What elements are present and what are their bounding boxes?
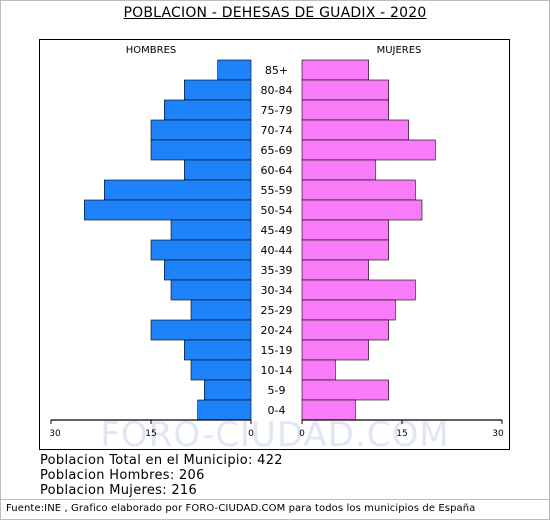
bar-hombres-0-4 <box>197 399 252 421</box>
population-pyramid: FORO-CIUDAD.COM HOMBRES MUJERES 85+ 80-84 75-… <box>49 45 504 449</box>
age-label-70-74: 70-74 <box>261 124 293 137</box>
age-label-35-39: 35-39 <box>261 264 293 277</box>
tick-label-hombres-0: 0 <box>248 429 254 439</box>
bar-hombres-85+ <box>217 59 252 81</box>
bar-hombres-15-19 <box>184 339 252 361</box>
bar-hombres-50-54 <box>84 199 252 221</box>
bar-mujeres-45-49 <box>301 219 389 241</box>
bar-mujeres-30-34 <box>301 279 416 301</box>
bar-hombres-80-84 <box>184 79 252 101</box>
age-label-30-34: 30-34 <box>261 284 293 297</box>
bar-mujeres-60-64 <box>301 159 376 181</box>
chart-title: POBLACION - DEHESAS DE GUADIX - 2020 <box>123 5 427 21</box>
tick-label-mujeres-0: 0 <box>299 429 305 439</box>
age-label-80-84: 80-84 <box>261 84 293 97</box>
age-label-5-9: 5-9 <box>268 384 286 397</box>
bar-mujeres-20-24 <box>301 319 389 341</box>
total-population-text: Poblacion Total en el Municipio: 422 <box>40 453 283 468</box>
women-population-text: Poblacion Mujeres: 216 <box>40 483 198 498</box>
age-label-85+: 85+ <box>265 64 288 77</box>
bar-mujeres-15-19 <box>301 339 369 361</box>
bar-hombres-35-39 <box>164 259 252 281</box>
source-text: Fuente:INE , Grafico elaborado por FORO-… <box>6 503 476 514</box>
age-label-20-24: 20-24 <box>261 324 293 337</box>
bar-mujeres-35-39 <box>301 259 369 281</box>
bar-hombres-60-64 <box>184 159 252 181</box>
bar-mujeres-70-74 <box>301 119 409 141</box>
legend-hombres: HOMBRES <box>126 45 177 56</box>
bar-hombres-5-9 <box>204 379 252 401</box>
age-label-15-19: 15-19 <box>261 344 293 357</box>
bar-mujeres-40-44 <box>301 239 389 261</box>
bar-hombres-70-74 <box>150 119 252 141</box>
bar-mujeres-10-14 <box>301 359 336 381</box>
chart-frame: FORO-CIUDAD.COM HOMBRES MUJERES 85+ 80-84 75-… <box>39 39 510 450</box>
bar-hombres-25-29 <box>190 299 252 321</box>
tick-label-mujeres-15: 15 <box>396 429 407 439</box>
bar-mujeres-0-4 <box>301 399 356 421</box>
bar-hombres-65-69 <box>150 139 252 161</box>
bar-mujeres-80-84 <box>301 79 389 101</box>
bar-hombres-40-44 <box>150 239 252 261</box>
age-label-50-54: 50-54 <box>261 204 293 217</box>
bar-mujeres-65-69 <box>301 139 436 161</box>
age-label-55-59: 55-59 <box>261 184 293 197</box>
bar-hombres-30-34 <box>170 279 252 301</box>
bar-hombres-55-59 <box>104 179 252 201</box>
bar-mujeres-50-54 <box>301 199 423 221</box>
age-label-65-69: 65-69 <box>261 144 293 157</box>
bar-mujeres-25-29 <box>301 299 396 321</box>
bar-hombres-20-24 <box>150 319 252 341</box>
tick-label-hombres-30: 30 <box>49 429 61 439</box>
watermark: FORO-CIUDAD.COM <box>100 415 449 449</box>
tick-label-hombres-15: 15 <box>145 429 156 439</box>
men-population-text: Poblacion Hombres: 206 <box>40 468 205 483</box>
bar-hombres-45-49 <box>170 219 252 241</box>
tick-label-mujeres-30: 30 <box>492 429 504 439</box>
age-label-45-49: 45-49 <box>261 224 293 237</box>
source-divider <box>0 499 550 500</box>
age-label-40-44: 40-44 <box>261 244 293 257</box>
age-label-0-4: 0-4 <box>268 404 286 417</box>
bar-hombres-75-79 <box>164 99 252 121</box>
bar-hombres-10-14 <box>190 359 252 381</box>
age-label-60-64: 60-64 <box>261 164 293 177</box>
legend-mujeres: MUJERES <box>377 45 422 56</box>
age-label-75-79: 75-79 <box>261 104 293 117</box>
bar-mujeres-5-9 <box>301 379 389 401</box>
age-label-10-14: 10-14 <box>261 364 293 377</box>
age-label-25-29: 25-29 <box>261 304 293 317</box>
bar-mujeres-75-79 <box>301 99 389 121</box>
bar-mujeres-55-59 <box>301 179 416 201</box>
bar-mujeres-85+ <box>301 59 369 81</box>
